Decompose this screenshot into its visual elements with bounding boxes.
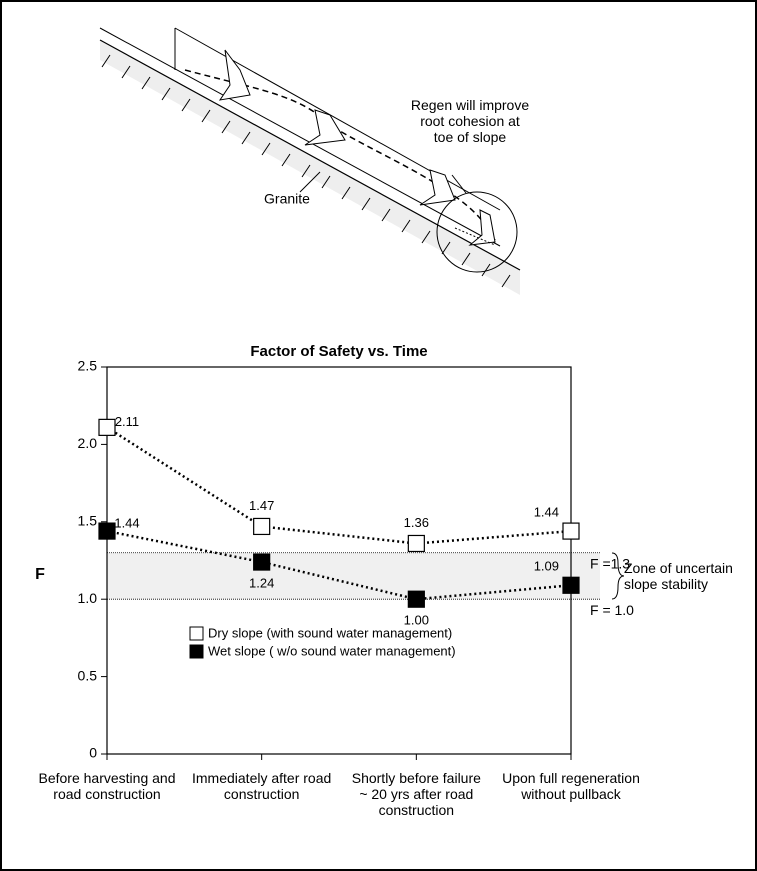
x-tick-label: Immediately after road construction [192,770,332,802]
slope-diagram [100,28,520,295]
band-label: Zone of uncertain slope stability [624,560,744,592]
page: Granite Factor of Safety vs. Time F F =1… [0,0,757,871]
legend-label: Wet slope ( w/o sound water management) [208,643,456,658]
y-axis-label: F [35,566,45,583]
x-tick-label: Shortly before failure ~ 20 yrs after ro… [346,770,486,818]
data-point [408,535,424,551]
chart-title: Factor of Safety vs. Time [250,343,427,360]
legend-label: Dry slope (with sound water management) [208,625,452,640]
data-label: 1.00 [404,613,429,628]
data-label: 1.44 [114,516,139,531]
uncertainty-band [107,553,600,599]
data-point [99,523,115,539]
data-label: 2.11 [115,414,139,429]
series-line [107,427,571,543]
reference-label: F = 1.0 [590,602,634,618]
y-tick-label: 2.0 [78,435,98,451]
y-tick-label: 0.5 [78,667,98,683]
data-label: 1.47 [249,498,274,513]
data-label: 1.44 [534,505,559,520]
data-point [563,523,579,539]
y-tick-label: 0 [89,745,97,761]
figure: Granite Factor of Safety vs. Time F F =1… [0,0,757,871]
y-tick-label: 1.5 [78,513,98,529]
data-point [563,577,579,593]
data-label: 1.09 [534,559,559,574]
data-point [408,591,424,607]
x-tick-label: Upon full regeneration without pullback [501,770,641,802]
data-point [99,419,115,435]
x-tick-label: Before harvesting and road construction [37,770,177,802]
data-label: 1.24 [249,575,274,590]
y-tick-label: 1.0 [78,590,98,606]
legend-marker [190,645,203,658]
data-label: 1.36 [404,515,429,530]
legend-marker [190,627,203,640]
rock-label: Granite [264,191,310,207]
diagram-annotation: Regen will improve root cohesion at toe … [410,97,530,145]
y-tick-label: 2.5 [78,358,98,374]
data-point [254,518,270,534]
data-point [254,554,270,570]
